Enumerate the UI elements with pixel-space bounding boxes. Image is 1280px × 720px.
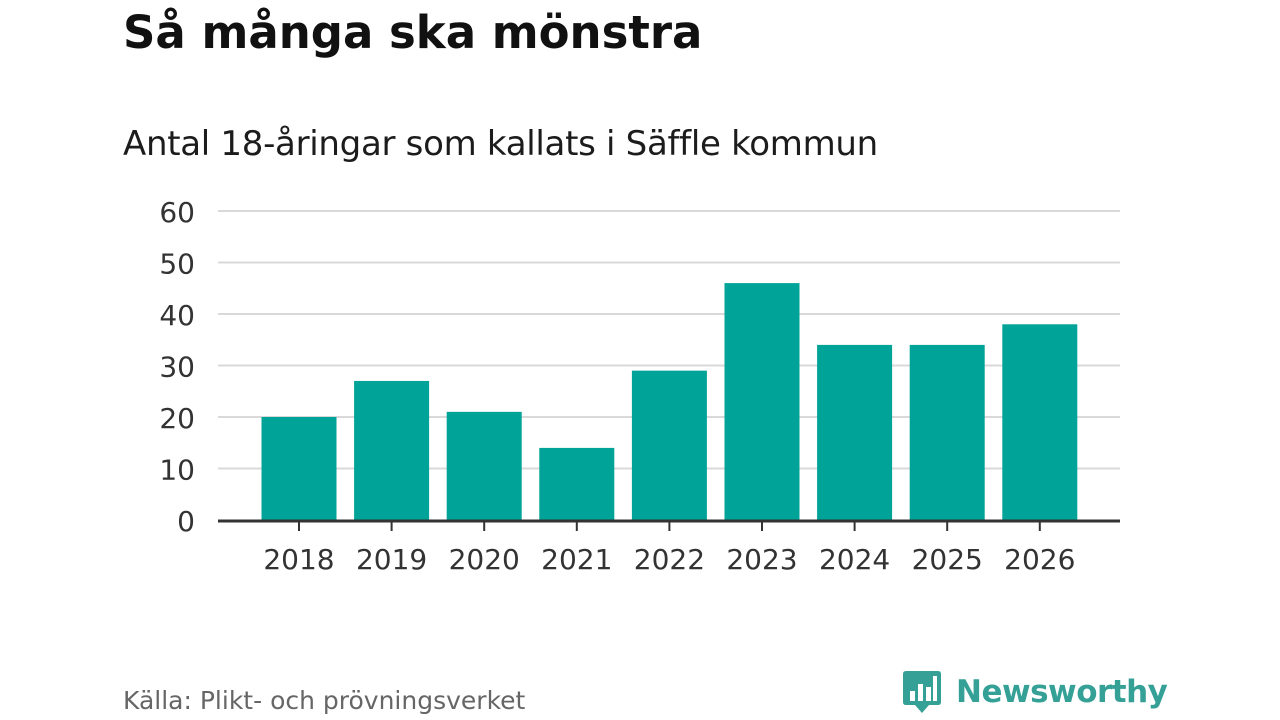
- x-axis: [218, 519, 1120, 531]
- chart-subtitle: Antal 18-åringar som kallats i Säffle ko…: [123, 124, 878, 164]
- source-note: Källa: Plikt- och prövningsverket: [123, 686, 526, 715]
- x-tick-label: 2024: [819, 543, 890, 576]
- bar-chart-speech-bubble-icon: [903, 671, 941, 713]
- brand-logo-group: Newsworthy: [902, 670, 1168, 714]
- x-tick-label: 2019: [356, 543, 427, 576]
- bar-2023: [724, 283, 800, 520]
- y-tick-label: 20: [159, 402, 195, 435]
- chart-title: Så många ska mönstra: [123, 6, 703, 59]
- x-tick-label: 2023: [726, 543, 797, 576]
- bar-2026: [1002, 324, 1078, 520]
- x-tick-label: 2026: [1004, 543, 1075, 576]
- x-tick-label: 2025: [912, 543, 983, 576]
- y-tick-label: 10: [159, 454, 195, 487]
- bar-2022: [631, 370, 707, 520]
- x-tick-label: 2020: [449, 543, 520, 576]
- y-tick-label: 60: [159, 196, 195, 229]
- y-tick-label: 40: [159, 299, 195, 332]
- bar-2021: [539, 447, 615, 520]
- bar-2020: [446, 411, 522, 520]
- bar-2018: [261, 417, 337, 520]
- bar-2025: [909, 344, 985, 520]
- x-tick-label: 2021: [541, 543, 612, 576]
- y-tick-label: 50: [159, 248, 195, 281]
- bars: [261, 283, 1078, 520]
- y-axis-tick-labels: 0 10 20 30 40 50 60: [159, 196, 195, 538]
- bar-2019: [354, 380, 430, 520]
- x-tick-label: 2018: [263, 543, 334, 576]
- bar-2024: [817, 344, 893, 520]
- brand-name: Newsworthy: [956, 674, 1168, 710]
- y-tick-label: 0: [177, 505, 195, 538]
- x-axis-tick-labels: 2018 2019 2020 2021 2022 2023 2024 2025 2026: [263, 543, 1075, 576]
- x-tick-label: 2022: [634, 543, 705, 576]
- y-tick-label: 30: [159, 351, 195, 384]
